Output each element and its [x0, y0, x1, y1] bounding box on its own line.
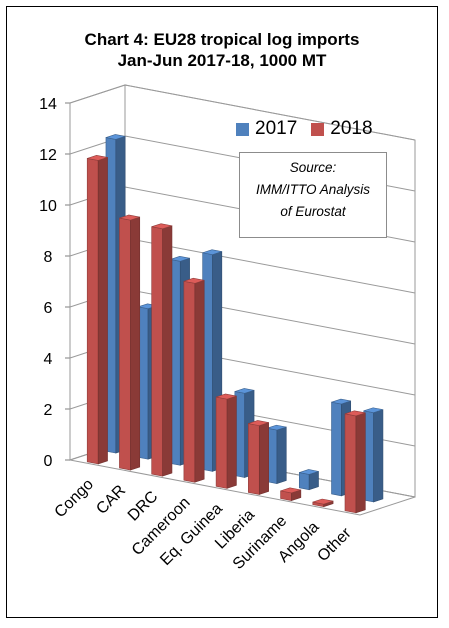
bar-2018-5 — [248, 420, 269, 495]
bar-2017-5 — [266, 424, 287, 485]
bar-2018-6-top — [280, 487, 301, 494]
bar-2018-1-front — [119, 217, 131, 471]
y-tick-label: 10 — [39, 198, 57, 215]
bar-2018-6 — [280, 487, 302, 502]
gridline — [69, 84, 416, 141]
y-tick-label: 2 — [44, 402, 53, 419]
bar-2017-5-side — [276, 426, 287, 485]
bar-2018-0 — [86, 155, 108, 465]
bar-2018-7-top — [312, 498, 334, 505]
bar-2018-8-front — [344, 413, 357, 514]
bar-2017-2-top — [170, 256, 190, 262]
bar-2017-8-top — [363, 407, 384, 413]
bar-2017-7-front — [331, 401, 342, 497]
bar-2017-6-front — [298, 472, 310, 491]
bar-2018-3-top — [183, 277, 205, 284]
bar-2017-7-top — [331, 398, 351, 405]
bar-2017-0-top — [105, 134, 126, 140]
bar-2018-2-top — [151, 223, 173, 230]
bar-2018-4 — [215, 393, 237, 489]
bar-2018-3-front — [183, 280, 196, 483]
bar-2018-3-side — [194, 279, 205, 483]
bar-2018-8-top — [344, 410, 366, 417]
y-tick-label: 6 — [44, 300, 53, 317]
bar-2018-5-side — [258, 422, 269, 495]
chart-title-line-2: Jan-Jun 2017-18, 1000 MT — [117, 51, 327, 70]
bar-2018-1-side — [130, 216, 141, 471]
legend-label-2018: 2018 — [330, 118, 373, 139]
legend-item-2018: 2018 — [311, 118, 373, 140]
legend-item-2017: 2017 — [236, 118, 297, 140]
bar-2017-5-top — [266, 424, 287, 431]
bar-2017-8-side — [373, 409, 384, 503]
y-tick-label: 12 — [39, 147, 57, 164]
bar-2018-1 — [119, 214, 141, 471]
bar-2018-3 — [183, 277, 205, 483]
bar-2018-2 — [151, 223, 173, 477]
source-note-line-1: Source: — [289, 160, 337, 175]
bar-2018-0-top — [87, 155, 108, 161]
bar-2018-7 — [312, 498, 334, 508]
source-note-line-2: IMM/ITTO Analysis — [255, 182, 370, 197]
y-tick-label: 14 — [39, 96, 57, 113]
y-tick-label: 4 — [44, 351, 53, 368]
bar-2018-8-side — [355, 412, 366, 514]
source-note-box: Source: IMM/ITTO Analysis of Eurostat — [239, 152, 387, 238]
legend-swatch-2018 — [311, 122, 325, 136]
x-category-label: Congo — [52, 476, 97, 521]
bar-2018-2-side — [162, 225, 173, 477]
chart-legend: 2017 2018 — [236, 118, 387, 140]
bar-2017-4-top — [234, 388, 255, 394]
bar-2018-0-side — [97, 156, 108, 465]
bar-2017-3-top — [202, 249, 222, 255]
y-tick-label: 8 — [44, 249, 53, 266]
y-tick-label: 0 — [44, 453, 53, 470]
bar-2018-4-top — [216, 393, 237, 400]
bar-2018-0-front — [86, 158, 99, 465]
source-note-line-3: of Eurostat — [280, 204, 346, 219]
bar-2018-5-top — [248, 420, 269, 426]
bar-2017-6-top — [299, 469, 319, 475]
legend-swatch-2017 — [236, 122, 249, 136]
bar-2017-8 — [363, 407, 384, 503]
legend-label-2017: 2017 — [255, 118, 298, 139]
bar-2017-6 — [298, 469, 319, 491]
bar-2018-5-front — [248, 423, 260, 495]
bar-2018-8 — [344, 410, 366, 514]
bar-2018-2-front — [151, 226, 163, 477]
chart-title-line-1: Chart 4: EU28 tropical log imports — [84, 30, 360, 49]
bar-2018-4-side — [226, 395, 237, 489]
bar-2018-1-top — [119, 214, 140, 221]
bar-2018-4-front — [215, 396, 228, 489]
